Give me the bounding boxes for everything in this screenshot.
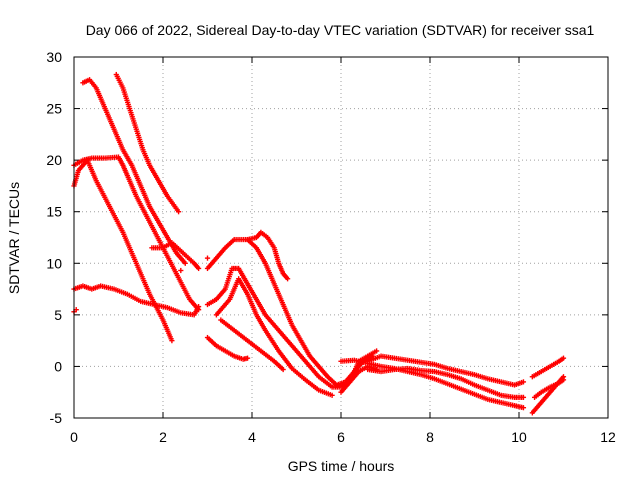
data-point (204, 255, 211, 261)
y-axis-label: SDTVAR / TECUs (6, 182, 22, 294)
x-tick-label: 2 (159, 429, 167, 445)
data-point (560, 355, 567, 361)
y-tick-label: 5 (54, 307, 62, 323)
series-arc-d (80, 77, 188, 266)
y-tick-label: -5 (50, 410, 63, 426)
data-point (280, 366, 286, 373)
data-point (182, 260, 188, 266)
series-arc-c (71, 283, 202, 318)
data-point (175, 209, 182, 215)
series-arc-i (204, 334, 251, 362)
series-arc-p (338, 363, 380, 395)
data-point (329, 392, 335, 398)
x-tick-label: 0 (70, 429, 78, 445)
y-tick-label: 25 (46, 101, 62, 117)
series-arc-f (149, 240, 202, 272)
series-arc-j (218, 317, 286, 373)
x-tick-label: 12 (600, 429, 616, 445)
data-point (244, 355, 251, 361)
data-point (374, 348, 380, 354)
plot-frame (73, 56, 609, 419)
y-tick-label: 30 (46, 49, 62, 65)
series-arc-a (71, 157, 175, 344)
series-arc-q (529, 355, 567, 380)
series-arc-n (365, 353, 527, 388)
data-point (169, 338, 175, 344)
data-point (520, 394, 527, 400)
data-point (285, 276, 291, 282)
x-tick-label: 8 (426, 429, 434, 445)
x-tick-label: 10 (511, 429, 527, 445)
data-point (374, 366, 380, 373)
series-arc-s (531, 377, 567, 400)
x-tick-label: 4 (248, 429, 256, 445)
grid-lines (74, 57, 608, 418)
axis-ticks: 0 2 4 6 8 10 12 -5 0 5 10 15 20 25 30 (46, 49, 616, 445)
series-arc-k (213, 276, 335, 398)
chart-title: Day 066 of 2022, Sidereal Day-to-day VTE… (86, 22, 595, 38)
series-arc-e (113, 71, 182, 215)
y-tick-label: 20 (46, 152, 62, 168)
data-point (520, 379, 527, 385)
data-point (196, 304, 202, 310)
x-tick-label: 6 (337, 429, 345, 445)
isolated-points (71, 255, 211, 315)
data-point (196, 265, 202, 272)
data-point (560, 377, 567, 383)
series-arc-g (204, 229, 291, 282)
y-tick-label: 0 (54, 358, 62, 374)
data-points (71, 71, 567, 416)
data-point (178, 267, 184, 274)
data-point (520, 405, 527, 411)
series-arc-o (338, 357, 527, 411)
y-tick-label: 15 (46, 204, 62, 220)
x-axis-label: GPS time / hours (288, 458, 395, 474)
y-tick-label: 10 (46, 255, 62, 271)
